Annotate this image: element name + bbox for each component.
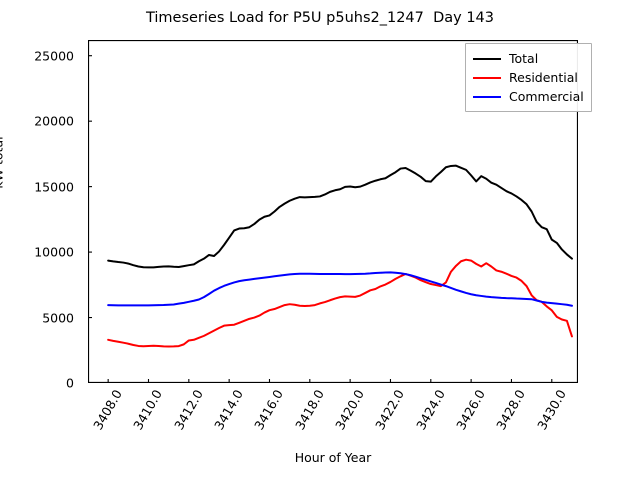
y-axis-tick-labels: 0 5000 10000 15000 20000 25000 bbox=[0, 40, 82, 390]
legend-color-swatch-icon bbox=[473, 76, 501, 79]
axes-frame bbox=[88, 40, 578, 383]
x-tick-label: 3430.0 bbox=[533, 387, 569, 433]
series-line-residential bbox=[107, 258, 573, 348]
legend-entry: Commercial bbox=[473, 87, 584, 106]
x-tick-label: 3412.0 bbox=[170, 387, 206, 433]
legend-entry: Residential bbox=[473, 68, 584, 87]
plot-svg bbox=[88, 40, 578, 383]
x-tick-label: 3424.0 bbox=[412, 387, 448, 433]
series-line-total bbox=[107, 164, 573, 269]
x-tick-label: 3420.0 bbox=[332, 387, 368, 433]
legend-entry: Total bbox=[473, 49, 584, 68]
plot-area bbox=[88, 40, 578, 383]
legend-label: Residential bbox=[509, 70, 578, 85]
y-tick-label: 25000 bbox=[34, 48, 74, 64]
y-tick-label: 0 bbox=[66, 375, 74, 391]
x-tick-label: 3422.0 bbox=[372, 387, 408, 433]
y-tick-label: 5000 bbox=[42, 310, 74, 326]
x-tick-label: 3418.0 bbox=[291, 387, 327, 433]
x-tick-label: 3428.0 bbox=[493, 387, 529, 433]
x-axis-label: Hour of Year bbox=[294, 450, 372, 465]
x-tick-label: 3416.0 bbox=[251, 387, 287, 433]
legend-label: Total bbox=[509, 51, 539, 66]
y-tick-label: 15000 bbox=[34, 179, 74, 195]
legend-label: Commercial bbox=[509, 89, 584, 104]
y-tick-label: 10000 bbox=[34, 244, 74, 260]
x-tick-label: 3408.0 bbox=[90, 387, 126, 433]
chart-legend: Total Residential Commercial bbox=[465, 43, 592, 112]
legend-color-swatch-icon bbox=[473, 95, 501, 98]
axis-ticks bbox=[88, 55, 553, 383]
axes-frame-path bbox=[88, 40, 578, 383]
chart-title: Timeseries Load for P5U p5uhs2_1247 Day … bbox=[145, 10, 495, 26]
data-series-group bbox=[107, 164, 573, 348]
x-axis-tick-labels: 3408.0 3410.0 3412.0 3414.0 3416.0 3418.0 3420… bbox=[88, 387, 578, 457]
series-line-commercial bbox=[107, 271, 573, 307]
x-tick-label: 3414.0 bbox=[211, 387, 247, 433]
legend-color-swatch-icon bbox=[473, 57, 501, 60]
y-tick-label: 20000 bbox=[34, 113, 74, 129]
x-tick-label: 3426.0 bbox=[453, 387, 489, 433]
x-tick-label: 3410.0 bbox=[130, 387, 166, 433]
